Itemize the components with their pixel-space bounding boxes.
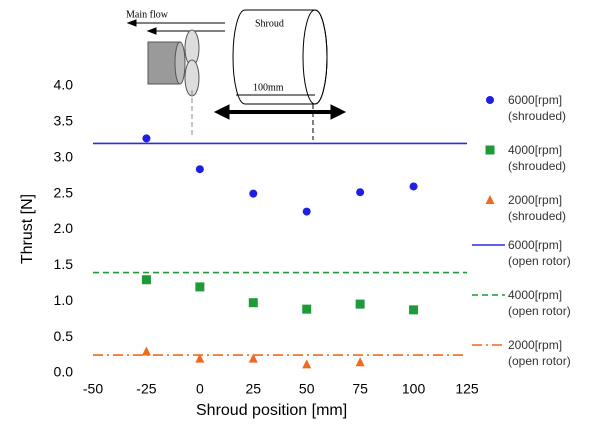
data-point bbox=[248, 298, 258, 308]
legend-marker bbox=[485, 195, 495, 204]
x-tick-label: -25 bbox=[136, 381, 156, 397]
y-axis-label: Thrust [N] bbox=[19, 194, 36, 264]
data-point bbox=[302, 304, 312, 314]
data-point bbox=[195, 282, 205, 292]
data-point bbox=[248, 353, 258, 363]
data-point bbox=[141, 275, 151, 285]
legend-label: 6000[rpm] (open rotor) bbox=[508, 238, 571, 268]
x-axis-label: Shroud position [mm] bbox=[196, 402, 347, 419]
y-tick-label: 1.0 bbox=[54, 292, 74, 308]
y-tick-label: 0.5 bbox=[54, 328, 74, 344]
y-tick-label: 1.5 bbox=[54, 256, 74, 272]
legend-label: 4000[rpm] (open rotor) bbox=[508, 288, 571, 318]
y-tick-label: 2.5 bbox=[54, 184, 74, 200]
y-tick-label: 2.0 bbox=[54, 220, 74, 236]
data-point bbox=[302, 207, 311, 216]
x-tick-label: 125 bbox=[455, 381, 479, 397]
x-tick-label: 50 bbox=[299, 381, 315, 397]
flow-label: Main flow bbox=[126, 9, 169, 20]
legend-label: 2000[rpm] (open rotor) bbox=[508, 338, 571, 368]
data-point bbox=[356, 188, 365, 197]
data-point bbox=[141, 346, 151, 356]
x-tick-label: 25 bbox=[245, 381, 261, 397]
x-tick-label: -50 bbox=[83, 381, 103, 397]
x-tick-label: 100 bbox=[402, 381, 426, 397]
data-point bbox=[142, 134, 151, 143]
data-point bbox=[355, 357, 365, 367]
data-point bbox=[195, 165, 204, 174]
length-label: 100mm bbox=[253, 82, 284, 93]
legend-label: 2000[rpm] (shrouded) bbox=[508, 193, 567, 223]
legend-label: 6000[rpm] (shrouded) bbox=[508, 93, 567, 123]
data-point bbox=[195, 353, 205, 363]
data-point bbox=[249, 189, 258, 198]
data-point bbox=[355, 299, 365, 309]
x-tick-label: 75 bbox=[352, 381, 368, 397]
y-tick-label: 3.5 bbox=[54, 113, 74, 129]
legend-marker bbox=[486, 96, 494, 104]
y-tick-label: 4.0 bbox=[54, 77, 74, 93]
data-point bbox=[409, 182, 418, 191]
data-point bbox=[409, 305, 419, 315]
legend-marker bbox=[485, 145, 495, 155]
x-tick-label: 0 bbox=[196, 381, 204, 397]
y-tick-label: 3.0 bbox=[54, 148, 74, 164]
shroud-label: Shroud bbox=[255, 18, 284, 29]
data-point bbox=[302, 359, 312, 369]
legend-label: 4000[rpm] (shrouded) bbox=[508, 143, 567, 173]
y-tick-label: 0.0 bbox=[54, 364, 74, 380]
setup-diagram bbox=[126, 9, 347, 140]
